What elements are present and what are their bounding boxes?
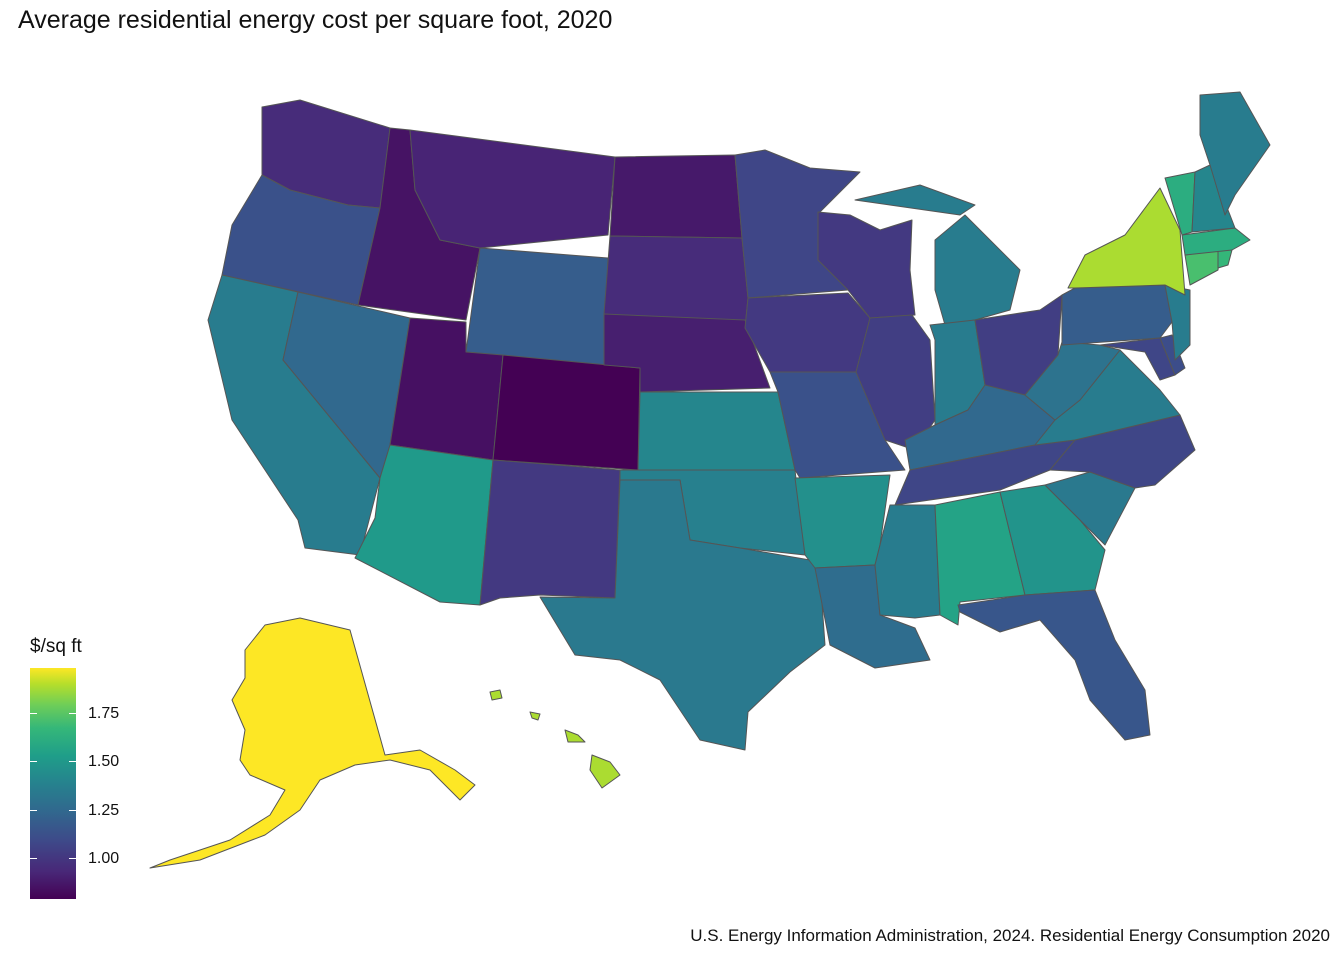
legend-tick-mark <box>69 761 76 762</box>
legend-tick-label: 1.50 <box>88 753 120 770</box>
state-MI <box>854 184 1021 326</box>
state-MD <box>1099 337 1176 381</box>
state-AK <box>149 617 476 869</box>
state-WV <box>1024 341 1121 421</box>
state-SD <box>603 235 749 329</box>
state-KS <box>637 391 796 471</box>
legend-tick-label: 1.75 <box>88 705 120 722</box>
state-NH <box>1191 164 1236 233</box>
state-AR <box>794 474 891 569</box>
state-NJ <box>1164 284 1191 361</box>
legend-tick-mark <box>69 713 76 714</box>
map-title: Average residential energy cost per squa… <box>18 6 613 34</box>
state-RI <box>1217 249 1233 269</box>
source-caption: U.S. Energy Information Administration, … <box>690 926 1330 945</box>
legend-tick-mark <box>30 810 37 811</box>
state-CO <box>492 354 641 471</box>
state-ME <box>1199 91 1271 216</box>
state-DE <box>1159 334 1186 376</box>
legend-tick-mark <box>30 761 37 762</box>
state-PA <box>1061 284 1173 346</box>
state-MS <box>874 504 941 619</box>
legend-colorbar <box>30 668 76 899</box>
legend-tick-label: 1.25 <box>88 802 120 819</box>
color-legend: $/sq ft 1.00 1.25 1.50 1.75 <box>30 636 160 906</box>
state-WY <box>465 247 609 366</box>
state-FL <box>957 589 1151 741</box>
state-MT <box>409 129 616 249</box>
legend-tick-mark <box>30 713 37 714</box>
state-TX <box>539 479 826 751</box>
legend-tick-mark <box>30 858 37 859</box>
state-ND <box>609 154 743 239</box>
state-HI <box>489 689 621 789</box>
state-CT <box>1184 249 1221 286</box>
state-SC <box>1044 471 1136 546</box>
legend-tick-mark <box>69 858 76 859</box>
state-IA <box>744 292 871 373</box>
state-NY <box>1067 187 1186 296</box>
legend-title: $/sq ft <box>30 636 82 657</box>
state-WI <box>817 211 916 319</box>
legend-tick-label: 1.00 <box>88 850 120 867</box>
legend-tick-mark <box>69 810 76 811</box>
state-NM <box>479 459 621 606</box>
